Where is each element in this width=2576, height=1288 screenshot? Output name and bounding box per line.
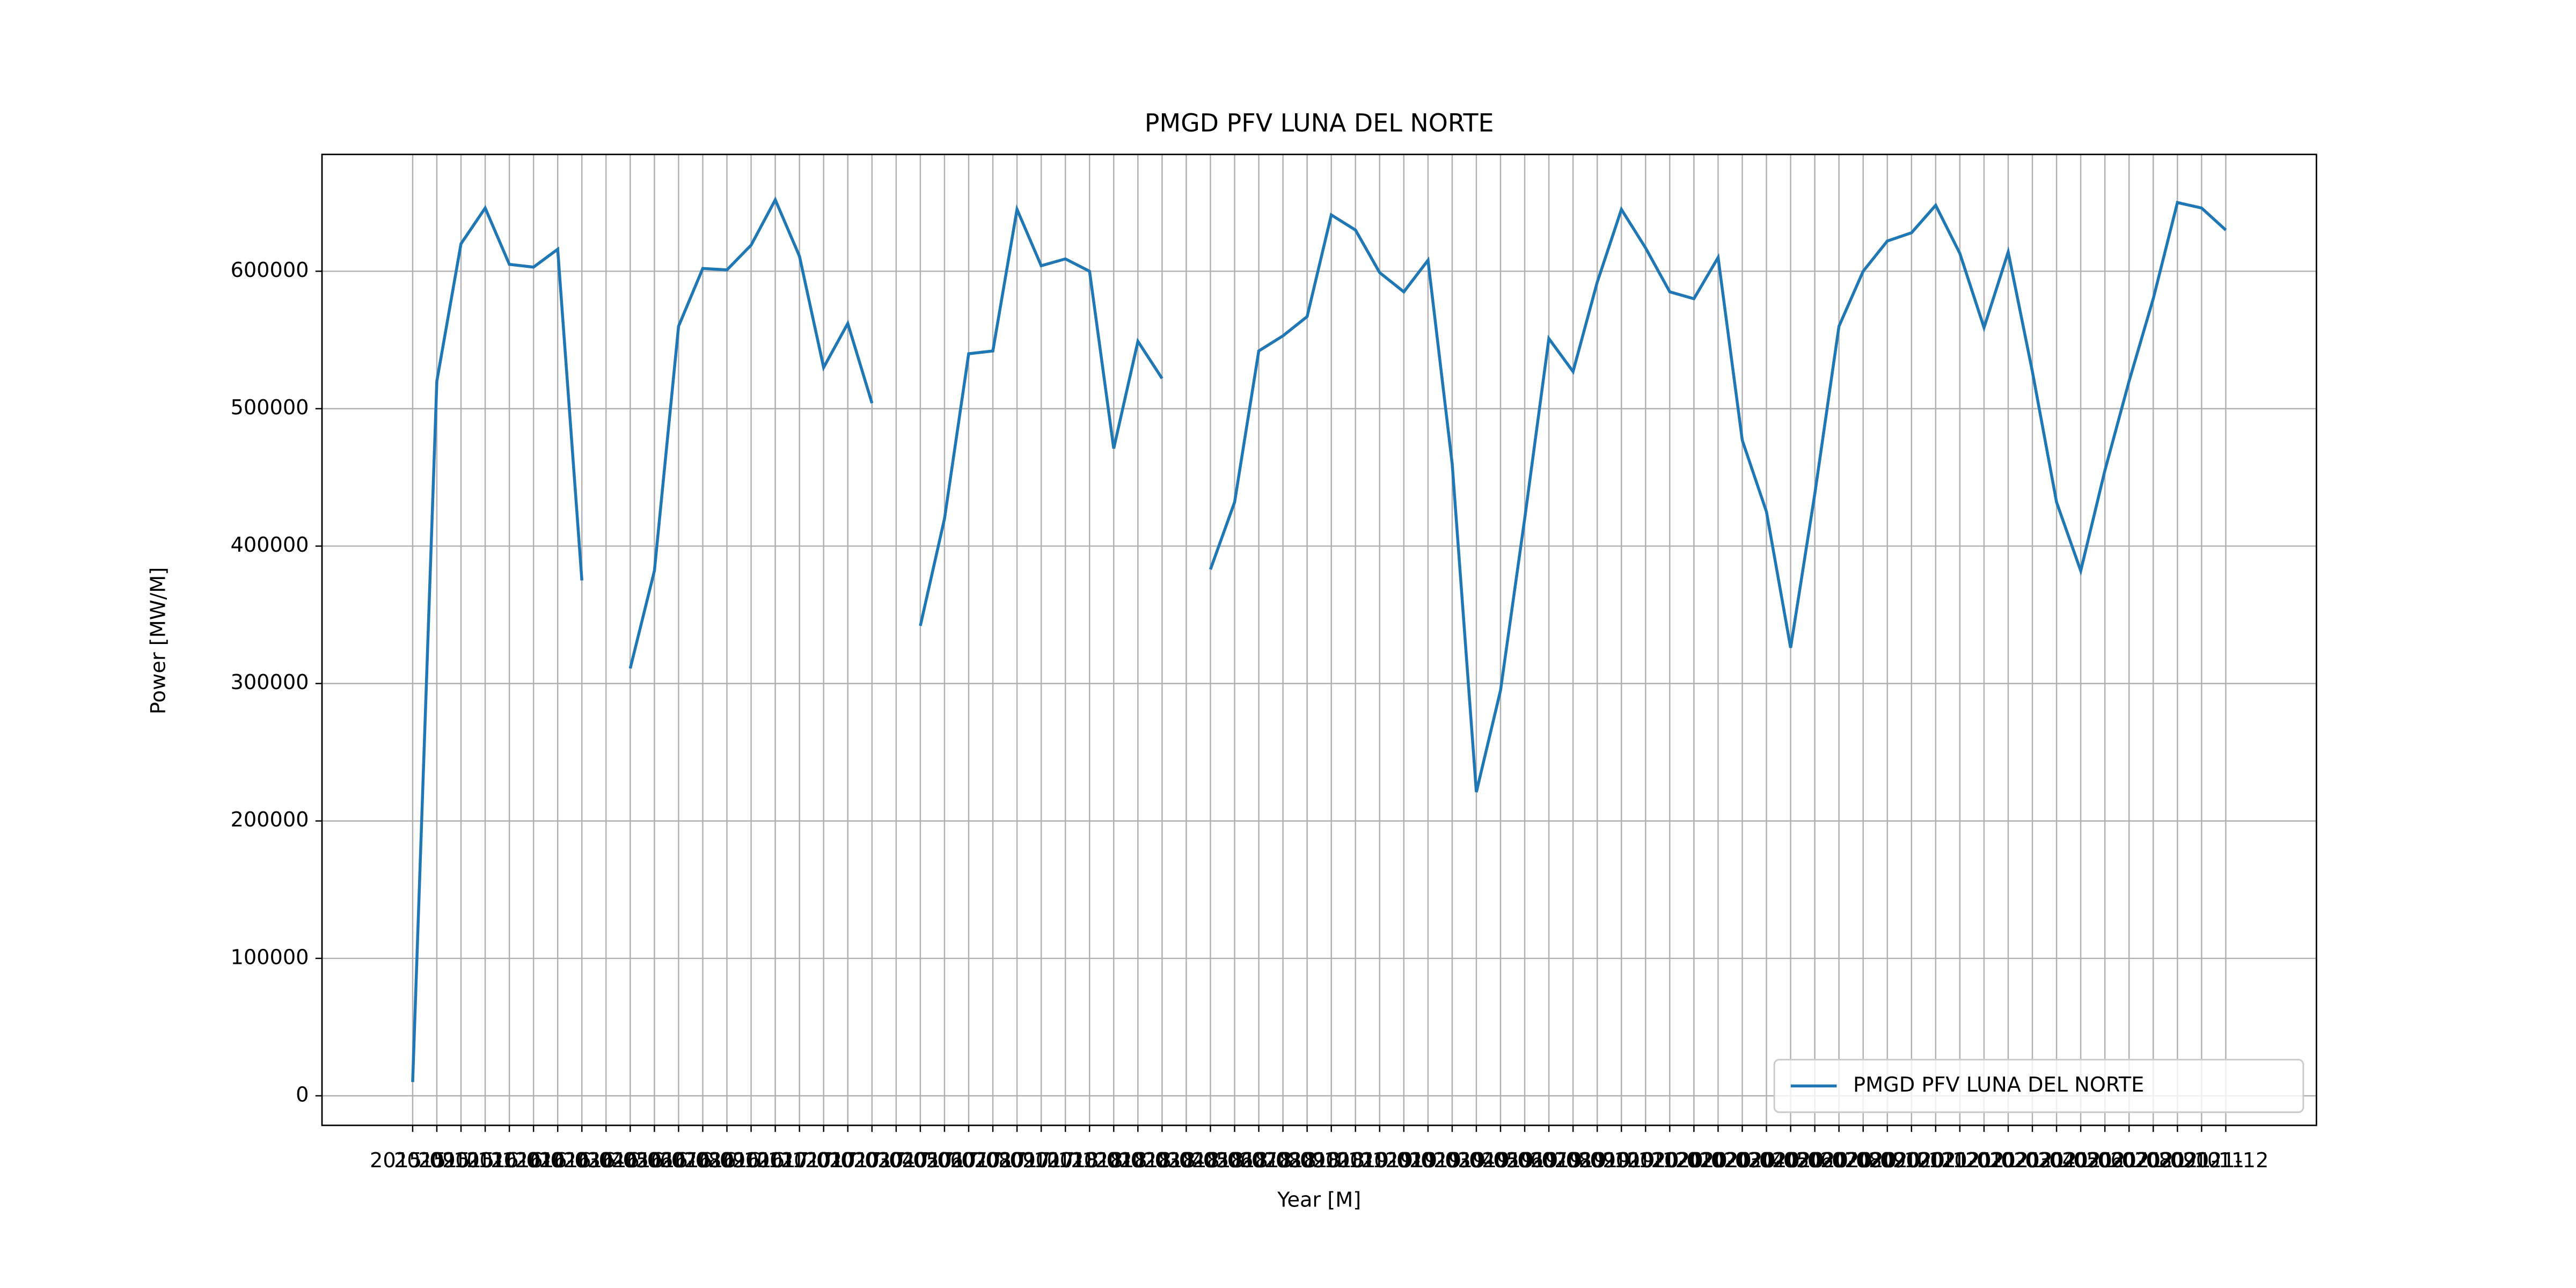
x-axis-label: Year [M] bbox=[1277, 1188, 1361, 1212]
x-tick-label: 2017-05 bbox=[853, 1148, 939, 1173]
x-tick-label: 2019-02 bbox=[1361, 1148, 1447, 1173]
x-tick-label: 2020-08 bbox=[1796, 1148, 1882, 1173]
x-tick-label: 2016-04 bbox=[539, 1148, 625, 1173]
x-tick-label: 2015-09 bbox=[370, 1148, 456, 1173]
x-tick-label: 2019-11 bbox=[1578, 1148, 1664, 1173]
plot-frame bbox=[321, 153, 2317, 1126]
x-tick-label: 2021-02 bbox=[1941, 1148, 2027, 1173]
x-tick-label: 2018-12 bbox=[1313, 1148, 1399, 1173]
x-tick-label: 2019-03 bbox=[1385, 1148, 1471, 1173]
x-tick-label: 2021-12 bbox=[2183, 1148, 2268, 1173]
x-tick-label: 2021-04 bbox=[1989, 1148, 2075, 1173]
x-tick-label: 2020-09 bbox=[1820, 1148, 1906, 1173]
x-tick-label: 2018-04 bbox=[1119, 1148, 1205, 1173]
y-tick-label: 400000 bbox=[230, 533, 309, 557]
x-tick-label: 2015-10 bbox=[394, 1148, 480, 1173]
x-tick-label: 2015-12 bbox=[442, 1148, 528, 1173]
x-tick-label: 2016-08 bbox=[636, 1148, 722, 1173]
x-tick-label: 2015-11 bbox=[418, 1148, 504, 1173]
x-tick-label: 2016-07 bbox=[611, 1148, 697, 1173]
x-tick-label: 2019-09 bbox=[1530, 1148, 1616, 1173]
x-tick-label: 2016-05 bbox=[563, 1148, 649, 1173]
x-tick-label: 2016-06 bbox=[587, 1148, 673, 1173]
x-tick-label: 2018-08 bbox=[1216, 1148, 1302, 1173]
x-tick-label: 2016-11 bbox=[708, 1148, 794, 1173]
y-axis-label: Power [MW/M] bbox=[146, 567, 170, 714]
x-tick-label: 2017-12 bbox=[1022, 1148, 1108, 1173]
x-tick-label: 2018-03 bbox=[1095, 1148, 1181, 1173]
data-line bbox=[411, 196, 2227, 1082]
x-tick-label: 2018-09 bbox=[1240, 1148, 1326, 1173]
x-tick-label: 2020-04 bbox=[1700, 1148, 1785, 1173]
x-tick-label: 2020-07 bbox=[1772, 1148, 1858, 1173]
x-tick-label: 2020-05 bbox=[1724, 1148, 1810, 1173]
x-tick-label: 2017-03 bbox=[805, 1148, 891, 1173]
chart-title: PMGD PFV LUNA DEL NORTE bbox=[1145, 108, 1494, 137]
legend-label: PMGD PFV LUNA DEL NORTE bbox=[1853, 1073, 2144, 1097]
x-tick-label: 2018-11 bbox=[1289, 1148, 1374, 1173]
y-tick-label: 0 bbox=[296, 1082, 309, 1107]
x-tick-label: 2016-03 bbox=[515, 1148, 601, 1173]
x-tick-label: 2019-05 bbox=[1433, 1148, 1519, 1173]
x-tick-label: 2020-11 bbox=[1869, 1148, 1955, 1173]
x-tick-label: 2021-03 bbox=[1965, 1148, 2051, 1173]
x-tick-label: 2021-07 bbox=[2062, 1148, 2148, 1173]
x-tick-label: 2020-06 bbox=[1748, 1148, 1834, 1173]
x-tick-label: 2017-02 bbox=[781, 1148, 867, 1173]
x-tick-label: 2017-01 bbox=[757, 1148, 843, 1173]
x-tick-label: 2020-03 bbox=[1675, 1148, 1761, 1173]
x-tick-label: 2017-07 bbox=[902, 1148, 987, 1173]
x-tick-label: 2019-08 bbox=[1506, 1148, 1592, 1173]
x-tick-label: 2017-06 bbox=[877, 1148, 963, 1173]
x-tick-label: 2021-10 bbox=[2134, 1148, 2220, 1173]
x-tick-label: 2021-01 bbox=[1917, 1148, 2003, 1173]
y-tick-label: 500000 bbox=[230, 396, 309, 420]
x-tick-label: 2021-11 bbox=[2158, 1148, 2244, 1173]
x-tick-label: 2016-09 bbox=[660, 1148, 746, 1173]
x-tick-label: 2017-11 bbox=[998, 1148, 1084, 1173]
x-tick-label: 2021-08 bbox=[2086, 1148, 2172, 1173]
x-tick-label: 2020-12 bbox=[1893, 1148, 1979, 1173]
x-tick-label: 2018-05 bbox=[1143, 1148, 1229, 1173]
x-tick-label: 2018-07 bbox=[1192, 1148, 1278, 1173]
x-tick-label: 2020-10 bbox=[1845, 1148, 1930, 1173]
x-tick-label: 2017-04 bbox=[829, 1148, 915, 1173]
x-tick-label: 2018-10 bbox=[1264, 1148, 1350, 1173]
y-tick-label: 200000 bbox=[230, 808, 309, 832]
x-tick-label: 2017-09 bbox=[950, 1148, 1036, 1173]
x-tick-label: 2018-01 bbox=[1046, 1148, 1132, 1173]
y-tick-label: 600000 bbox=[230, 258, 309, 282]
legend: PMGD PFV LUNA DEL NORTE bbox=[1773, 1058, 2304, 1113]
x-tick-label: 2018-06 bbox=[1168, 1148, 1254, 1173]
x-tick-label: 2019-06 bbox=[1458, 1148, 1543, 1173]
x-tick-label: 2016-10 bbox=[684, 1148, 770, 1173]
x-tick-label: 2019-10 bbox=[1554, 1148, 1640, 1173]
x-tick-label: 2021-05 bbox=[2014, 1148, 2099, 1173]
x-tick-label: 2016-02 bbox=[491, 1148, 576, 1173]
x-tick-label: 2016-12 bbox=[733, 1148, 818, 1173]
x-tick-label: 2021-09 bbox=[2110, 1148, 2196, 1173]
y-tick-label: 100000 bbox=[230, 945, 309, 969]
x-tick-label: 2019-07 bbox=[1482, 1148, 1568, 1173]
x-tick-label: 2017-10 bbox=[974, 1148, 1060, 1173]
legend-box bbox=[1773, 1058, 2304, 1113]
x-tick-label: 2016-01 bbox=[466, 1148, 552, 1173]
x-tick-label: 2019-12 bbox=[1602, 1148, 1688, 1173]
x-tick-label: 2018-02 bbox=[1071, 1148, 1157, 1173]
x-tick-label: 2020-02 bbox=[1651, 1148, 1737, 1173]
x-tick-label: 2021-06 bbox=[2038, 1148, 2124, 1173]
x-tick-label: 2019-04 bbox=[1409, 1148, 1495, 1173]
x-tick-label: 2019-01 bbox=[1337, 1148, 1423, 1173]
x-tick-label: 2020-01 bbox=[1627, 1148, 1713, 1173]
y-tick-label: 300000 bbox=[230, 670, 309, 694]
x-tick-label: 2017-08 bbox=[926, 1148, 1012, 1173]
